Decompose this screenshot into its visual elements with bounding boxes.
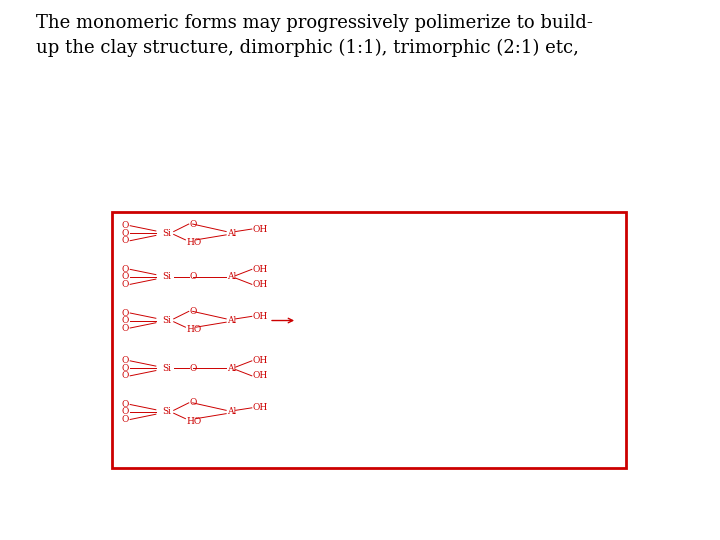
- Text: O: O: [189, 364, 197, 373]
- Text: O: O: [122, 356, 129, 366]
- Text: OH: OH: [253, 225, 268, 233]
- Text: OH: OH: [253, 265, 268, 274]
- Text: Si: Si: [163, 316, 171, 325]
- Text: O: O: [122, 265, 129, 274]
- Text: OH: OH: [253, 280, 268, 289]
- Text: Al: Al: [227, 408, 236, 416]
- Text: OH: OH: [253, 372, 268, 380]
- Text: O: O: [189, 399, 197, 407]
- Text: O: O: [122, 272, 129, 281]
- Text: Al: Al: [227, 229, 236, 238]
- Text: OH: OH: [253, 403, 268, 413]
- Text: HO: HO: [186, 417, 201, 426]
- Text: Si: Si: [163, 408, 171, 416]
- Text: OH: OH: [253, 356, 268, 366]
- Text: O: O: [122, 236, 129, 245]
- Text: O: O: [122, 408, 129, 416]
- Text: O: O: [189, 307, 197, 316]
- Text: O: O: [122, 229, 129, 238]
- Text: O: O: [122, 372, 129, 380]
- Text: HO: HO: [186, 325, 201, 334]
- Text: O: O: [122, 316, 129, 325]
- Text: OH: OH: [253, 312, 268, 321]
- Text: O: O: [122, 308, 129, 318]
- Text: Si: Si: [163, 229, 171, 238]
- Text: O: O: [122, 221, 129, 230]
- Text: Al: Al: [227, 364, 236, 373]
- Text: Si: Si: [163, 272, 171, 281]
- Text: O: O: [122, 400, 129, 409]
- Text: The monomeric forms may progressively polimerize to build-
up the clay structure: The monomeric forms may progressively po…: [36, 14, 593, 57]
- Text: O: O: [122, 280, 129, 289]
- Text: O: O: [189, 220, 197, 228]
- Text: Si: Si: [163, 364, 171, 373]
- Text: O: O: [122, 415, 129, 424]
- Text: O: O: [122, 323, 129, 333]
- Text: O: O: [122, 364, 129, 373]
- Text: HO: HO: [186, 238, 201, 247]
- Text: Al: Al: [227, 316, 236, 325]
- Text: Al: Al: [227, 272, 236, 281]
- Text: O: O: [189, 272, 197, 281]
